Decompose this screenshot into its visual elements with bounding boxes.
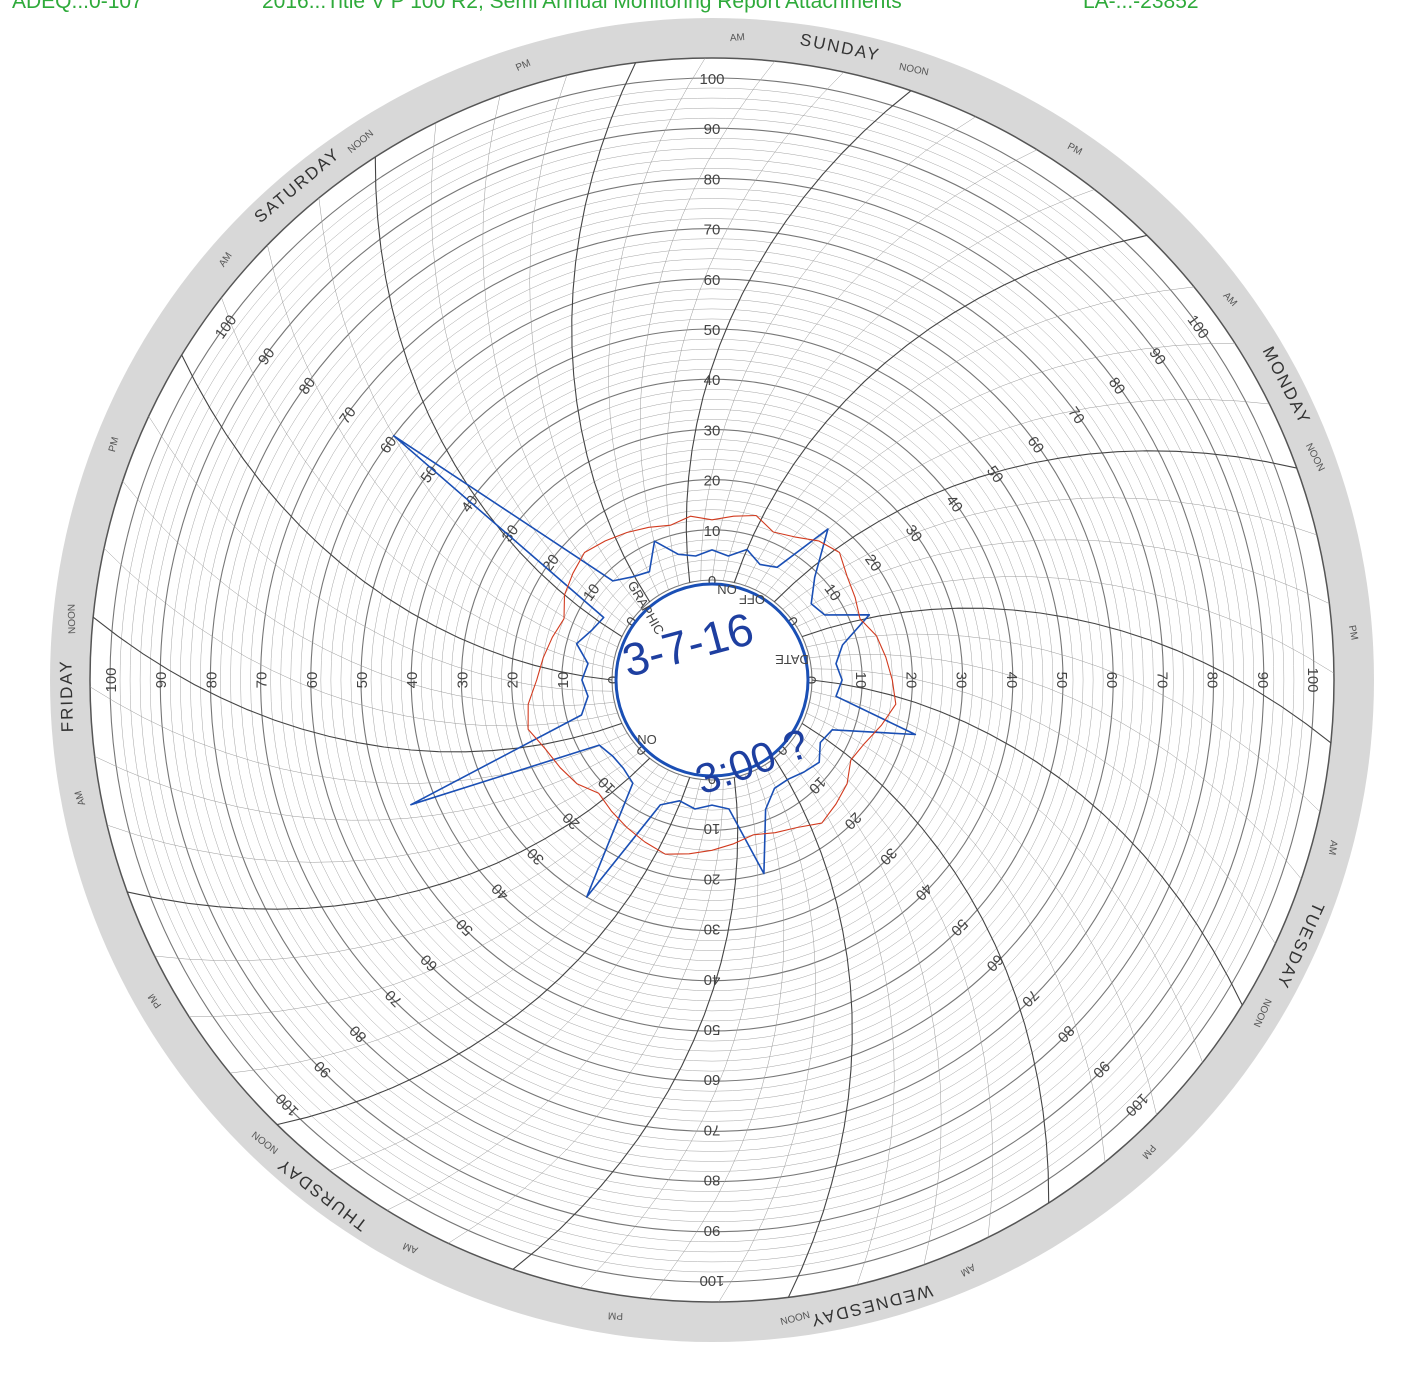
hub-on-label: ON <box>637 732 657 747</box>
scale-label: 40 <box>1003 672 1020 689</box>
scale-label: 40 <box>404 672 421 689</box>
scale-label: 10 <box>555 672 572 689</box>
scale-label: 90 <box>704 1222 721 1239</box>
scale-label: 70 <box>704 1121 721 1138</box>
scale-label: 90 <box>153 672 170 689</box>
scale-label: 70 <box>254 672 271 689</box>
scale-label: 100 <box>699 1272 724 1289</box>
scale-label: 20 <box>505 672 522 689</box>
day-label: FRIDAY <box>56 659 77 733</box>
scale-label: 30 <box>454 672 471 689</box>
scale-label: 80 <box>704 1172 721 1189</box>
scale-label: 50 <box>704 322 721 339</box>
scale-label: 10 <box>704 523 721 540</box>
scale-label: 40 <box>704 372 721 389</box>
hub-date-label: DATE <box>775 652 809 667</box>
scale-label: 60 <box>704 1071 721 1088</box>
scale-label: 30 <box>704 921 721 938</box>
scale-label: 60 <box>304 672 321 689</box>
scale-label: 10 <box>852 672 869 689</box>
scale-label: 30 <box>953 672 970 689</box>
scale-label: 30 <box>704 422 721 439</box>
scale-label: 10 <box>704 820 721 837</box>
scale-label: 90 <box>704 121 721 138</box>
scale-label: 20 <box>704 473 721 490</box>
day-sub-label: AM <box>1326 839 1339 855</box>
scale-label: 100 <box>103 667 120 692</box>
hub-on2-label: ON <box>717 582 737 597</box>
scale-label: 60 <box>704 272 721 289</box>
scale-label: 70 <box>1153 672 1170 689</box>
day-sub-label: PM <box>608 1309 623 1320</box>
scale-label: 100 <box>699 71 724 88</box>
scale-label: 20 <box>902 672 919 689</box>
day-sub-label: AM <box>729 32 745 44</box>
scale-label: 60 <box>1103 672 1120 689</box>
scale-label: 80 <box>203 672 220 689</box>
scale-label: 50 <box>704 1021 721 1038</box>
scale-label: 80 <box>1204 672 1221 689</box>
scale-label: 80 <box>704 171 721 188</box>
scale-label: 100 <box>1304 667 1321 692</box>
scale-label: 20 <box>704 870 721 887</box>
scale-label: 90 <box>1254 672 1271 689</box>
day-sub-label: NOON <box>67 604 79 634</box>
scale-label: 50 <box>354 672 371 689</box>
scale-label: 70 <box>704 222 721 239</box>
scale-label: 50 <box>1053 672 1070 689</box>
scale-label: 40 <box>704 971 721 988</box>
